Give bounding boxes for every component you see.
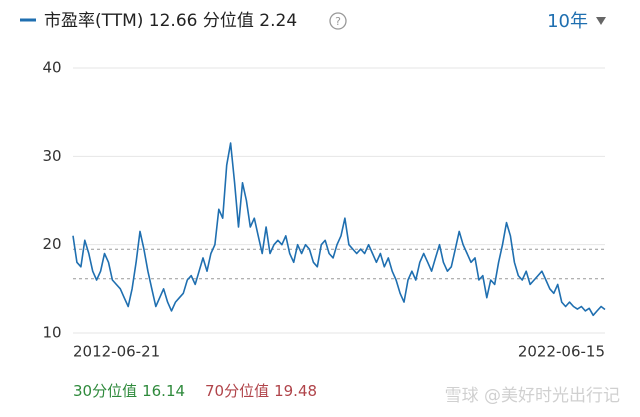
- help-icon[interactable]: [329, 12, 347, 30]
- reference-value: 19.48: [274, 382, 317, 400]
- watermark: 雪球 @美好时光出行记: [445, 386, 620, 406]
- dropdown-arrow[interactable]: [596, 17, 606, 25]
- x-tick-label: 2022-06-15: [518, 343, 605, 361]
- reference-legend: 30分位值 16.14: [73, 382, 185, 400]
- y-tick-label: 30: [42, 147, 61, 165]
- series-line: [72, 142, 606, 317]
- y-tick-label: 20: [42, 235, 61, 253]
- reference-label: 30分位值: [73, 382, 137, 400]
- x-tick-label: 2012-06-21: [73, 343, 160, 361]
- reference-label: 70分位值: [205, 382, 269, 400]
- y-tick-label: 10: [42, 324, 61, 342]
- y-tick-label: 40: [42, 59, 61, 77]
- chart-title: 市盈率(TTM) 12.66 分位值 2.24: [44, 11, 297, 31]
- reference-value: 16.14: [142, 382, 185, 400]
- period-selector[interactable]: 10年: [547, 11, 588, 32]
- help-icon-text[interactable]: ?: [335, 15, 341, 28]
- reference-legend: 70分位值 19.48: [205, 382, 317, 400]
